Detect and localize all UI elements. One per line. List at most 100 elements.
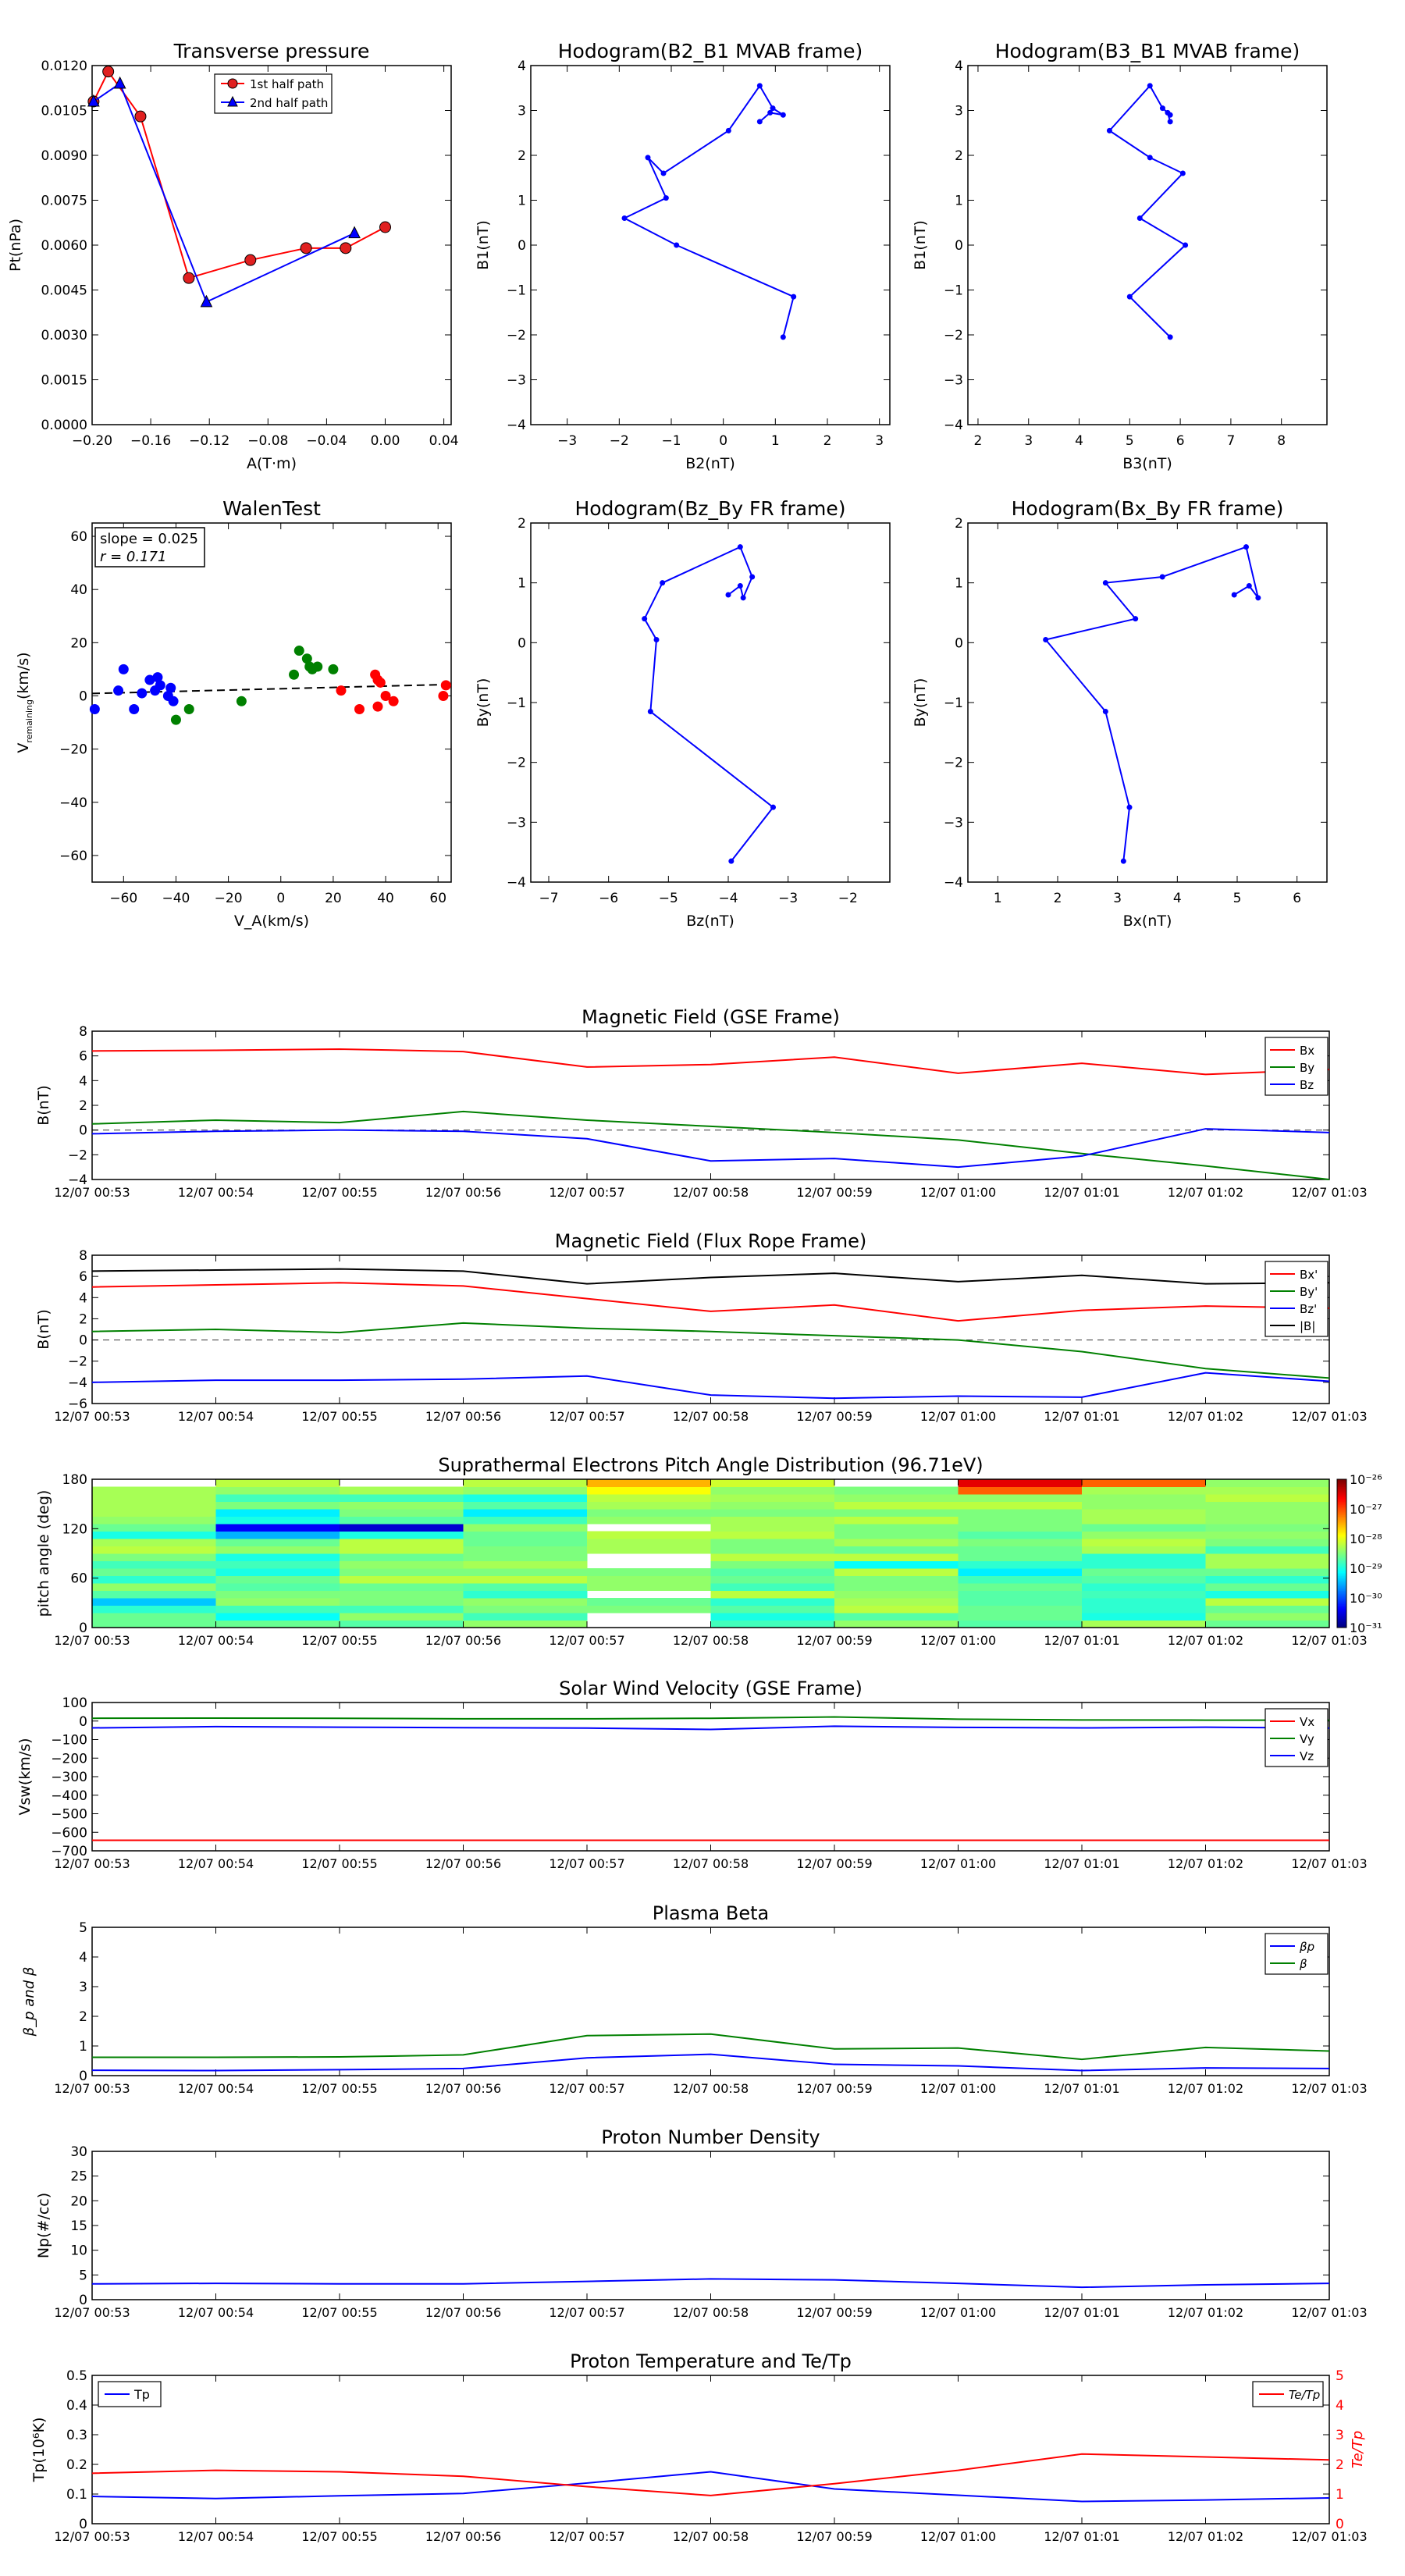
heatmap-cell [1082, 1539, 1206, 1546]
x-tick-label: 12/07 00:53 [54, 1409, 130, 1424]
data-point [328, 664, 339, 674]
colorbar-segment [1337, 1511, 1346, 1514]
heatmap-cell [587, 1494, 711, 1502]
x-tick-label: 12/07 01:02 [1168, 1409, 1243, 1424]
colorbar-segment [1337, 1509, 1346, 1511]
chart-hodo2: Hodogram(B3_B1 MVAB frame) 2 3 4 5 6 7 8 −4 −3 −2 −… [912, 40, 1328, 472]
heatmap-cell [1205, 1583, 1330, 1591]
heatmap-cell [834, 1546, 959, 1554]
colorbar-segment [1337, 1494, 1346, 1496]
heatmap-cell [1082, 1546, 1206, 1554]
y-tick-label: 8 [79, 1024, 87, 1040]
colorbar-segment [1337, 1602, 1346, 1605]
series-line [91, 1322, 1330, 1379]
heatmap-cell [710, 1613, 835, 1621]
x-tick-label: 12/07 01:03 [1291, 2529, 1367, 2544]
x-tick-label: 12/07 00:58 [673, 2529, 749, 2544]
heatmap-cell [834, 1501, 959, 1510]
y-tick-label: 0 [79, 2293, 87, 2308]
heatmap-cell [1082, 1553, 1206, 1561]
chart-title: Solar Wind Velocity (GSE Frame) [559, 1678, 863, 1699]
data-point [129, 704, 140, 715]
colorbar-segment [1337, 1611, 1346, 1614]
colorbar-segment [1337, 1496, 1346, 1500]
data-point [354, 704, 365, 715]
x-tick-label: 0.04 [429, 433, 459, 449]
x-tick-label: 12/07 00:57 [549, 2305, 624, 2320]
series-line [91, 1716, 1329, 1721]
colorbar-segment [1337, 1554, 1346, 1557]
legend-label: 2nd half path [250, 96, 328, 110]
heatmap-cell [215, 1583, 340, 1591]
y-tick-label: −2 [68, 1354, 87, 1370]
legend-label: Tp [133, 2387, 150, 2402]
heatmap-cell [834, 1575, 959, 1584]
heatmap-cell [1082, 1509, 1206, 1517]
heatmap-cell [710, 1568, 835, 1576]
y-tick-label: 0.5 [66, 2368, 87, 2384]
y-tick-label: 0.1 [66, 2487, 87, 2503]
y-axis-label: B1(nT) [475, 220, 492, 270]
x-tick-label: 0.00 [371, 433, 400, 449]
x-tick-label: 60 [429, 891, 446, 906]
x-tick-label: 12/07 01:00 [920, 1185, 996, 1200]
x-tick-label: 12/07 00:58 [673, 1409, 749, 1424]
y-tick-label: 1 [518, 194, 526, 209]
x-tick-label: 12/07 00:58 [673, 2305, 749, 2320]
data-point [740, 595, 746, 601]
colorbar-segment [1337, 1525, 1346, 1528]
data-point [1167, 112, 1173, 118]
chart-title: Transverse pressure [173, 40, 370, 62]
data-point [725, 127, 731, 133]
x-tick-label: 12/07 00:59 [796, 2529, 872, 2544]
x-tick-label: 12/07 01:01 [1044, 1185, 1119, 1200]
x-axis-label: B2(nT) [685, 455, 735, 472]
heatmap-cell [215, 1560, 340, 1569]
data-point [155, 680, 165, 691]
heatmap-cell [587, 1605, 711, 1614]
y-tick-label: 0 [518, 238, 526, 254]
legend-label: |B| [1300, 1319, 1315, 1333]
y-tick-label: −4 [507, 875, 526, 891]
heatmap-cell [587, 1583, 711, 1591]
heatmap-cell [710, 1479, 835, 1487]
data-point [660, 170, 667, 176]
heatmap-cell [340, 1524, 464, 1532]
x-tick-label: −20 [215, 891, 243, 906]
legend-label: Bx' [1300, 1268, 1318, 1282]
colorbar-segment [1337, 1519, 1346, 1521]
y-tick-label: −2 [944, 328, 963, 343]
y-tick-label: 0 [79, 688, 87, 704]
heatmap-cell [1082, 1560, 1206, 1569]
colorbar-segment [1337, 1504, 1346, 1507]
y-tick-label: 2 [79, 2009, 87, 2025]
colorbar-segment [1337, 1495, 1346, 1498]
heatmap-cell [1205, 1516, 1330, 1525]
legend: Te/Tp [1252, 2381, 1324, 2407]
colorbar-segment [1337, 1575, 1346, 1578]
heatmap-cell [834, 1583, 959, 1591]
y-tick-label: −4 [944, 418, 963, 433]
x-tick-label: 12/07 00:54 [178, 2529, 254, 2544]
y-axis-label: Vsw(km/s) [16, 1738, 34, 1815]
y-tick-label: 20 [70, 2194, 87, 2209]
heatmap-cell [958, 1509, 1083, 1517]
colorbar-segment [1337, 1587, 1346, 1590]
data-point [379, 221, 392, 233]
data-point [1120, 858, 1126, 864]
x-tick-label: −2 [610, 433, 629, 449]
x-tick-label: 12/07 00:55 [301, 2529, 377, 2544]
colorbar-segment [1337, 1479, 1346, 1482]
y-tick-label: 0 [955, 238, 963, 254]
heatmap-cell [958, 1560, 1083, 1569]
x-tick-label: 12/07 00:58 [673, 1856, 749, 1871]
legend-label: Bx [1300, 1044, 1314, 1058]
colorbar-segment [1337, 1535, 1346, 1538]
heatmap-cell [340, 1546, 464, 1554]
y-axis-label: Np(#/cc) [35, 2193, 52, 2258]
heatmap-cell [340, 1583, 464, 1591]
x-tick-label: −2 [838, 891, 858, 906]
x-axis-label: Bz(nT) [686, 913, 734, 930]
y-tick-label: −40 [59, 795, 87, 811]
